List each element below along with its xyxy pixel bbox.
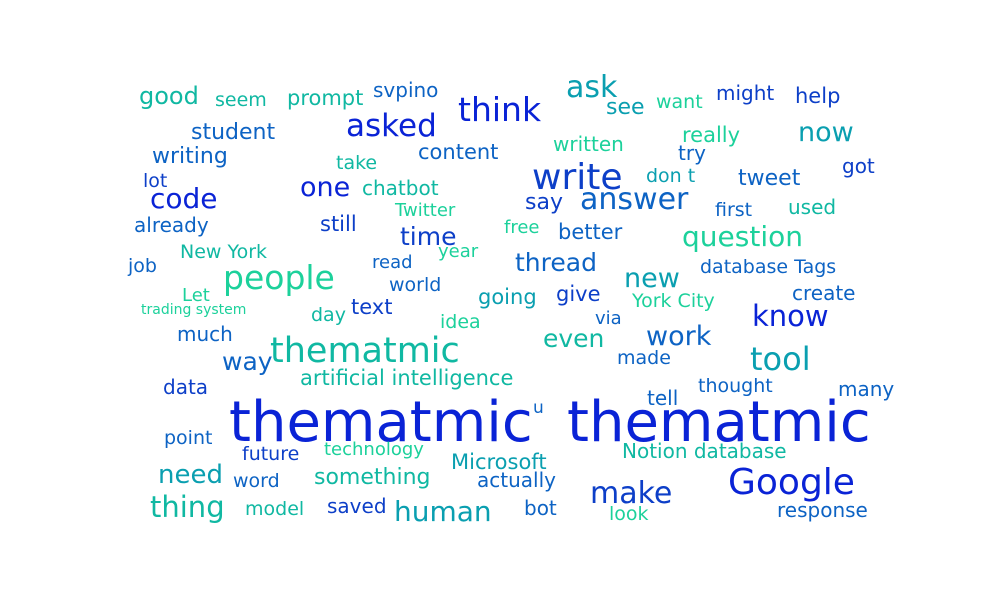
word-first: first xyxy=(715,199,753,221)
word-york-city: York City xyxy=(632,290,715,312)
word-chatbot: chatbot xyxy=(362,176,439,200)
word-look: look xyxy=(609,503,649,525)
word-don-t: don t xyxy=(646,165,696,187)
word-database-tags: database Tags xyxy=(700,256,837,278)
word-give: give xyxy=(556,282,601,306)
word-response: response xyxy=(777,498,868,522)
word-artificial-intelligence: artificial intelligence xyxy=(300,366,514,390)
word-thought: thought xyxy=(698,375,773,397)
word-time: time xyxy=(400,222,457,251)
word-now: now xyxy=(798,117,854,148)
word-twitter: Twitter xyxy=(395,200,456,221)
word-idea: idea xyxy=(440,311,481,333)
word-better: better xyxy=(558,220,623,244)
word-think: think xyxy=(458,90,542,129)
word-used: used xyxy=(788,195,837,219)
word-need: need xyxy=(158,460,223,490)
word-something: something xyxy=(314,465,431,490)
word-make: make xyxy=(590,476,673,511)
word-u: u xyxy=(533,398,544,418)
word-take: take xyxy=(336,152,378,174)
word-way: way xyxy=(222,347,273,376)
word-answer: answer xyxy=(580,182,689,217)
word-read: read xyxy=(372,252,413,273)
word-future: future xyxy=(242,443,300,465)
word-technology: technology xyxy=(324,439,424,460)
word-student: student xyxy=(191,120,276,145)
word-content: content xyxy=(418,140,499,164)
word-thematmic-3: thematmic xyxy=(270,331,460,371)
word-see: see xyxy=(606,95,645,120)
word-year: year xyxy=(438,241,479,262)
word-good: good xyxy=(139,82,199,110)
word-model: model xyxy=(245,498,305,520)
word-got: got xyxy=(842,154,875,178)
word-want: want xyxy=(656,91,703,113)
word-actually: actually xyxy=(477,468,556,492)
word-new: new xyxy=(624,263,680,294)
word-tool: tool xyxy=(750,340,811,378)
word-much: much xyxy=(177,322,233,346)
word-might: might xyxy=(716,81,775,105)
word-svpino: svpino xyxy=(373,78,439,102)
word-prompt: prompt xyxy=(287,86,364,110)
word-notion-database: Notion database xyxy=(622,439,787,463)
word-question: question xyxy=(682,220,803,253)
word-seem: seem xyxy=(215,89,267,111)
word-say: say xyxy=(525,190,563,215)
word-day: day xyxy=(311,304,346,326)
word-microsoft: Microsoft xyxy=(451,450,547,474)
word-work: work xyxy=(646,321,712,352)
word-one: one xyxy=(300,172,351,203)
word-written: written xyxy=(553,132,624,156)
word-going: going xyxy=(478,285,537,309)
word-trading-system: trading system xyxy=(141,302,247,318)
word-lot: lot xyxy=(143,170,168,192)
word-bot: bot xyxy=(524,496,557,520)
word-really: really xyxy=(682,123,741,147)
word-via: via xyxy=(595,308,622,329)
word-people: people xyxy=(223,258,335,297)
word-let: Let xyxy=(182,285,210,306)
word-world: world xyxy=(389,274,442,296)
word-even: even xyxy=(543,324,605,353)
word-thread: thread xyxy=(515,248,597,277)
word-free: free xyxy=(504,217,540,238)
word-know: know xyxy=(752,299,829,333)
word-already: already xyxy=(134,213,209,237)
word-word: word xyxy=(233,470,280,492)
word-try: try xyxy=(678,141,706,165)
word-asked: asked xyxy=(346,108,437,144)
word-thematmic-2: thematmic xyxy=(567,390,871,455)
word-point: point xyxy=(164,427,213,449)
word-data: data xyxy=(163,375,209,399)
word-ask: ask xyxy=(566,70,618,105)
word-thing: thing xyxy=(150,490,225,524)
word-many: many xyxy=(838,377,895,401)
word-made: made xyxy=(617,347,671,369)
word-create: create xyxy=(792,281,856,305)
word-saved: saved xyxy=(327,494,387,518)
word-new-york: New York xyxy=(180,241,268,263)
word-tweet: tweet xyxy=(738,166,801,191)
word-thematmic-1: thematmic xyxy=(229,390,533,455)
word-write: write xyxy=(532,157,623,198)
word-still: still xyxy=(320,212,357,236)
word-human: human xyxy=(394,495,492,528)
word-text: text xyxy=(351,295,393,319)
word-google: Google xyxy=(728,462,855,503)
word-code: code xyxy=(150,182,218,215)
word-job: job xyxy=(128,255,157,277)
word-help: help xyxy=(795,84,841,108)
word-tell: tell xyxy=(647,386,679,410)
word-writing: writing xyxy=(152,144,228,169)
